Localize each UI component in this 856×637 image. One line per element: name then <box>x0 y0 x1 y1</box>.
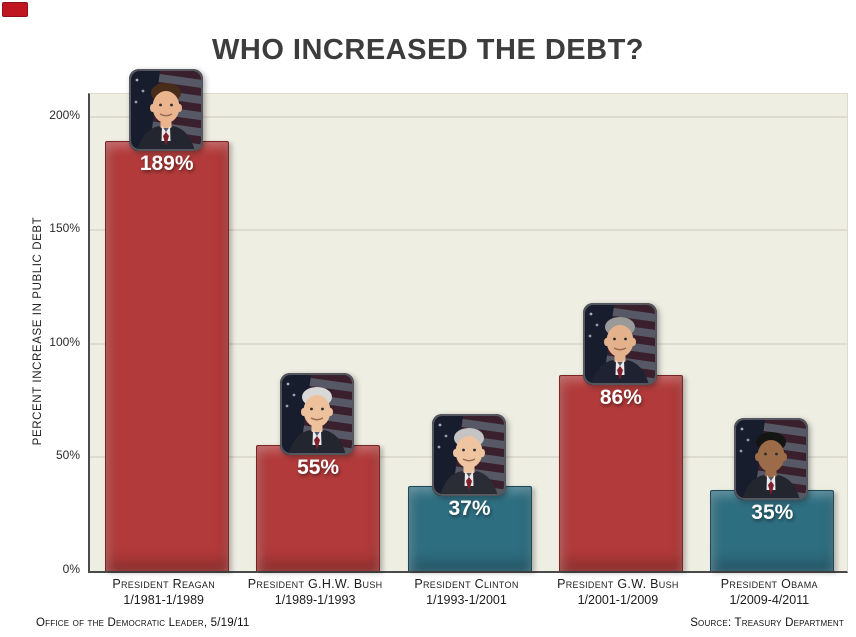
gridline <box>90 115 847 118</box>
president-dates-label: 1/2001-1/2009 <box>577 593 659 608</box>
bar-value-label: 55% <box>297 456 340 479</box>
x-axis-label-president-reagan: President Reagan 1/1981-1/1989 <box>88 576 239 609</box>
ghw-bush-portrait <box>280 373 355 455</box>
y-tick-label: 200% <box>49 107 80 122</box>
y-tick-label: 150% <box>49 221 80 236</box>
bar-president-reagan: 189% <box>104 141 229 571</box>
y-tick-label: 50% <box>55 448 80 463</box>
corner-logo <box>2 2 28 17</box>
gridline <box>90 342 847 345</box>
bar-value-label: 189% <box>139 152 194 175</box>
president-name-label: President G.H.W. Bush <box>247 577 383 591</box>
president-name-label: President G.W. Bush <box>557 577 679 591</box>
bar-value-label: 35% <box>751 501 794 524</box>
x-axis-label-president-g-h-w-bush: President G.H.W. Bush 1/1989-1/1993 <box>239 576 390 609</box>
chart-title: WHO INCREASED THE DEBT? <box>212 34 644 66</box>
gridline <box>90 229 847 232</box>
bar-president-g-w-bush: 86% <box>558 375 683 571</box>
president-dates-label: 1/1981-1/1989 <box>123 593 205 608</box>
x-axis-label-president-g-w-bush: President G.W. Bush 1/2001-1/2009 <box>542 576 693 609</box>
bar-president-obama: 35% <box>710 490 835 571</box>
bar-value-label: 37% <box>448 497 491 520</box>
bar-value-label: 86% <box>599 386 642 409</box>
y-tick-label: 100% <box>49 334 80 349</box>
president-dates-label: 1/1989-1/1993 <box>274 593 356 608</box>
y-tick-label: 0% <box>62 562 80 576</box>
x-axis-label-president-clinton: President Clinton 1/1993-1/2001 <box>391 576 542 609</box>
president-name-label: President Reagan <box>112 577 216 591</box>
x-axis-label-president-obama: President Obama 1/2009-4/2011 <box>694 576 845 609</box>
bar-president-clinton: 37% <box>407 486 532 571</box>
president-name-label: President Obama <box>720 577 818 591</box>
footer-attribution: Office of the Democratic Leader, 5/19/11 <box>36 617 250 629</box>
president-dates-label: 1/2009-4/2011 <box>729 593 810 608</box>
president-name-label: President Clinton <box>414 577 519 591</box>
gw-bush-portrait <box>582 303 657 385</box>
clinton-portrait <box>431 414 506 496</box>
plot-area: 189% 55% 37% 86% 35% <box>88 69 848 573</box>
reagan-portrait <box>128 69 203 151</box>
footer-source: Source: Treasury Department <box>690 617 844 629</box>
bar-president-g-h-w-bush: 55% <box>256 445 381 571</box>
president-dates-label: 1/1993-1/2001 <box>426 593 507 608</box>
obama-portrait <box>734 418 809 500</box>
y-axis-label: PERCENT INCREASE IN PUBLIC DEBT <box>32 216 44 446</box>
